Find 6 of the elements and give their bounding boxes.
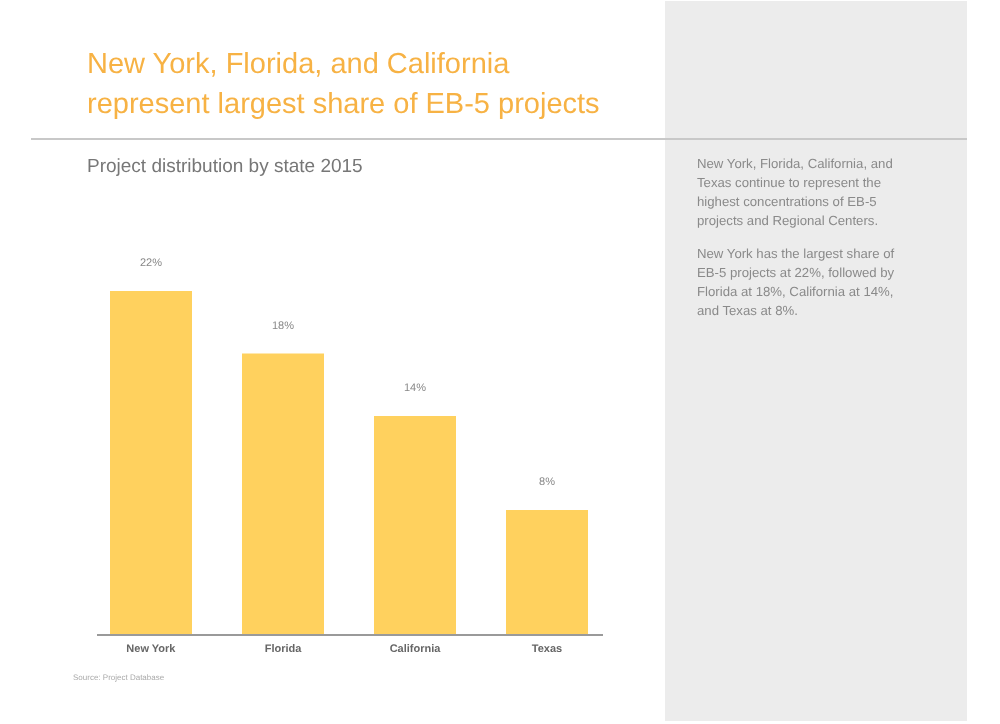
chart-title: New York, Florida, and California represent largest share of EB-5 projects	[87, 49, 600, 121]
chart-subtitle: Project distribution by state 2015	[87, 156, 363, 178]
bar	[110, 291, 192, 636]
bar	[374, 416, 456, 636]
bar	[242, 353, 324, 636]
bar	[506, 509, 588, 636]
